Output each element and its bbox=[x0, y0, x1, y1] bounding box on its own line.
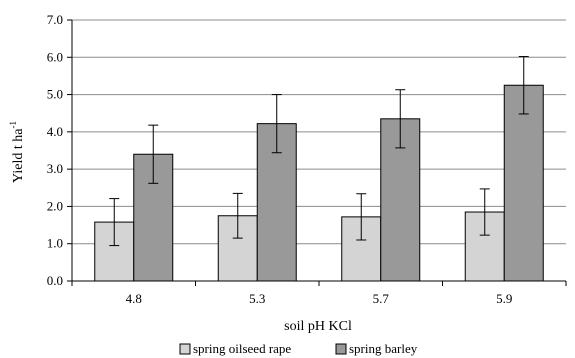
bars bbox=[94, 56, 544, 282]
x-tick-label: 5.3 bbox=[249, 291, 265, 306]
bar bbox=[503, 84, 544, 282]
x-tick-label: 4.8 bbox=[126, 291, 142, 306]
y-tick-label: 1.0 bbox=[47, 236, 63, 251]
y-tick-label: 0.0 bbox=[47, 273, 63, 288]
y-axis-label-text: Yield t ha bbox=[11, 128, 26, 183]
y-tick-label: 5.0 bbox=[47, 87, 63, 102]
y-tick-label: 3.0 bbox=[47, 161, 63, 176]
y-tick-label: 6.0 bbox=[47, 49, 63, 64]
legend: spring oilseed rape spring barley bbox=[179, 341, 418, 356]
y-tick-label: 4.0 bbox=[47, 124, 63, 139]
legend-label-oilseed-rape: spring oilseed rape bbox=[193, 341, 291, 356]
y-tick-label: 2.0 bbox=[47, 198, 63, 213]
legend-swatch-barley bbox=[335, 343, 347, 355]
x-tick-label: 5.7 bbox=[373, 291, 390, 306]
y-axis: 0.0 1.0 2.0 3.0 4.0 5.0 6.0 7.0 bbox=[47, 12, 73, 288]
x-tick-label: 5.9 bbox=[496, 291, 512, 306]
legend-label-barley: spring barley bbox=[349, 341, 418, 356]
y-axis-label-superscript: -1 bbox=[8, 121, 18, 129]
y-axis-label: Yield t ha-1 bbox=[8, 121, 26, 183]
legend-swatch-oilseed-rape bbox=[179, 343, 191, 355]
x-axis-label: soil pH KCl bbox=[284, 319, 352, 334]
x-axis: 4.8 5.3 5.7 5.9 bbox=[71, 280, 567, 306]
y-tick-label: 7.0 bbox=[47, 12, 63, 27]
